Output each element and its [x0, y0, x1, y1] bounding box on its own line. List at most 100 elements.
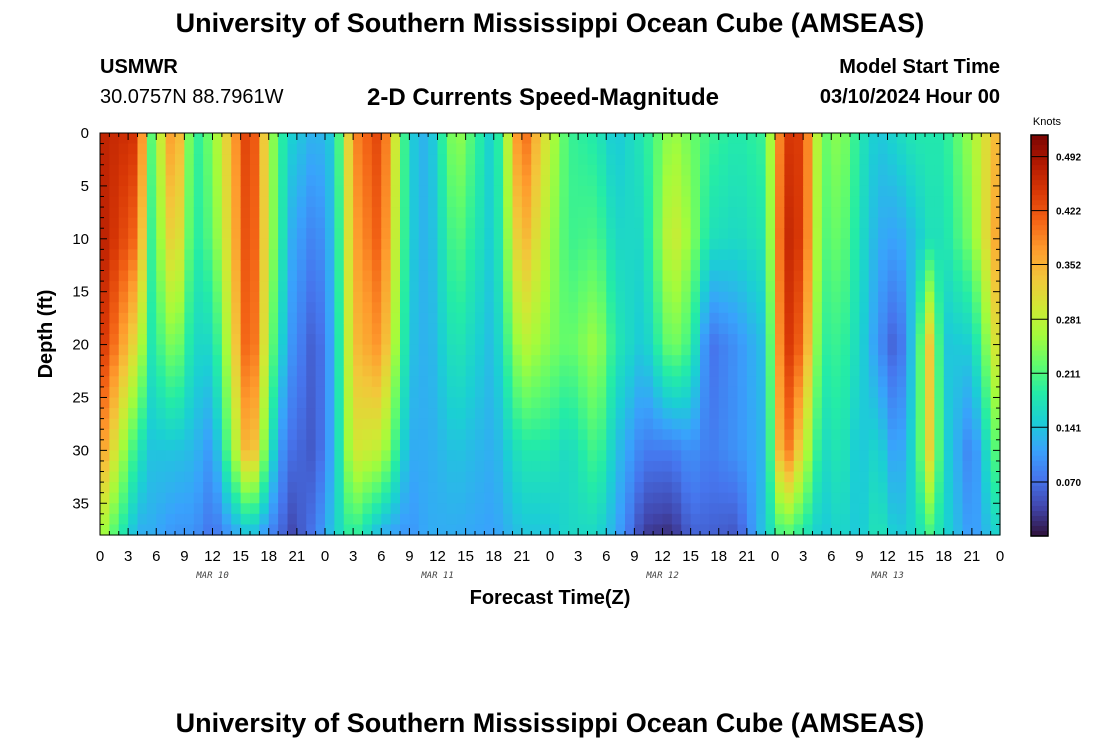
heatmap-cell: [559, 238, 570, 250]
heatmap-cell: [643, 344, 654, 356]
heatmap-cell: [812, 164, 823, 176]
x-tick-label: 6: [152, 548, 160, 565]
heatmap-cell: [784, 291, 795, 303]
heatmap-cell: [653, 185, 664, 198]
heatmap-cell: [831, 196, 842, 208]
heatmap-cell: [868, 175, 879, 187]
colorbar-cell: [1031, 180, 1048, 186]
heatmap-cell: [700, 196, 710, 208]
heatmap-cell: [296, 355, 307, 367]
heatmap-cell: [906, 281, 917, 293]
heatmap-cell: [896, 302, 907, 314]
heatmap-cell: [381, 291, 392, 303]
heatmap-cell: [156, 143, 167, 155]
heatmap-cell: [109, 281, 120, 293]
heatmap-cell: [418, 302, 429, 314]
x-tick-label: 3: [574, 548, 582, 565]
heatmap-cell: [746, 503, 757, 515]
heatmap-cell: [859, 143, 870, 155]
heatmap-cell: [953, 164, 964, 176]
heatmap-cell: [390, 386, 401, 399]
heatmap-cell: [484, 259, 495, 272]
heatmap-cell: [681, 524, 692, 536]
heatmap-cell: [953, 334, 964, 346]
heatmap-cell: [784, 312, 795, 325]
heatmap-cell: [700, 482, 710, 494]
colorbar-cell: [1031, 210, 1048, 216]
heatmap-cell: [128, 355, 139, 367]
heatmap-cell: [971, 408, 982, 420]
colorbar-cell: [1031, 425, 1048, 432]
heatmap-cell: [831, 513, 842, 526]
heatmap-cell: [165, 355, 176, 367]
heatmap-cell: [343, 238, 354, 250]
heatmap-cell: [371, 249, 382, 261]
heatmap-cell: [662, 281, 673, 293]
heatmap-cell: [109, 524, 120, 536]
heatmap-cell: [100, 450, 110, 462]
heatmap-cell: [428, 175, 439, 187]
heatmap-cell: [456, 334, 467, 346]
heatmap-cell: [128, 302, 139, 314]
heatmap-cell: [653, 408, 664, 420]
heatmap-cell: [259, 291, 270, 303]
heatmap-cell: [587, 207, 598, 219]
heatmap-cell: [887, 344, 898, 356]
heatmap-cell: [625, 418, 635, 430]
heatmap-cell: [915, 503, 926, 515]
heatmap-cell: [812, 228, 823, 240]
heatmap-cell: [221, 365, 232, 377]
heatmap-cell: [765, 524, 776, 536]
heatmap-cell: [231, 376, 242, 388]
heatmap-cell: [475, 460, 485, 473]
heatmap-cell: [381, 281, 392, 293]
heatmap-cell: [681, 164, 692, 176]
heatmap-cell: [700, 154, 710, 166]
heatmap-cell: [212, 143, 223, 155]
heatmap-cell: [812, 217, 823, 229]
heatmap-cell: [896, 207, 907, 219]
heatmap-cell: [184, 397, 195, 409]
heatmap-cell: [709, 291, 720, 303]
heatmap-cell: [306, 408, 317, 420]
heatmap-cell: [296, 281, 307, 293]
heatmap-cell: [700, 291, 710, 303]
heatmap-cell: [268, 259, 279, 272]
heatmap-cell: [925, 270, 935, 282]
heatmap-cell: [896, 429, 907, 441]
heatmap-cell: [531, 228, 542, 240]
heatmap-cell: [381, 154, 392, 166]
heatmap-cell: [709, 249, 720, 261]
heatmap-cell: [287, 397, 298, 409]
heatmap-cell: [568, 323, 579, 335]
heatmap-cell: [325, 482, 335, 494]
heatmap-cell: [128, 450, 139, 462]
heatmap-cell: [409, 365, 420, 377]
heatmap-cell: [868, 418, 879, 430]
heatmap-cell: [371, 154, 382, 166]
heatmap-cell: [653, 450, 664, 462]
heatmap-cell: [371, 312, 382, 325]
heatmap-cell: [981, 429, 992, 441]
colorbar-cell: [1031, 220, 1048, 226]
heatmap-cell: [250, 355, 260, 367]
heatmap-cell: [118, 164, 129, 176]
heatmap-cell: [475, 355, 485, 367]
heatmap-cell: [615, 312, 626, 325]
heatmap-cell: [859, 386, 870, 399]
heatmap-cell: [812, 238, 823, 250]
heatmap-cell: [718, 460, 729, 473]
heatmap-cell: [109, 249, 120, 261]
heatmap-cell: [446, 133, 457, 145]
heatmap-cell: [840, 429, 851, 441]
heatmap-cell: [690, 482, 701, 494]
heatmap-cell: [146, 175, 157, 187]
heatmap-cell: [718, 344, 729, 356]
heatmap-cell: [643, 365, 654, 377]
heatmap-cell: [390, 365, 401, 377]
heatmap-cell: [315, 164, 326, 176]
heatmap-cell: [240, 302, 251, 314]
heatmap-cell: [446, 460, 457, 473]
heatmap-cell: [709, 365, 720, 377]
heatmap-cell: [756, 334, 767, 346]
